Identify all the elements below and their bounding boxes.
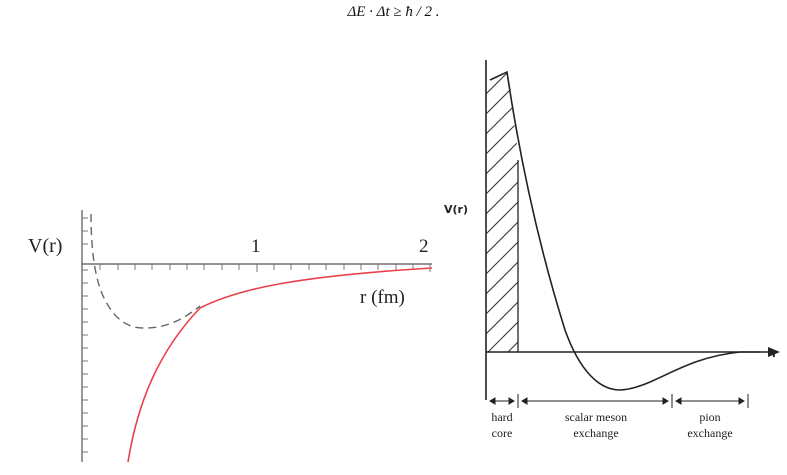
left-x-axis-label: r (fm) bbox=[360, 287, 405, 308]
region-pion-line2: exchange bbox=[687, 426, 732, 440]
hard-core-hatching bbox=[486, 70, 518, 352]
right-y-axis-label: V(r) bbox=[444, 203, 468, 216]
left-potential-plot: V(r) 1 2 r (fm) bbox=[28, 210, 433, 463]
left-y-ticks bbox=[82, 217, 88, 453]
uncertainty-formula: ΔE · Δt ≥ ħ / 2 . bbox=[347, 4, 440, 20]
region-hard-core-line2: core bbox=[492, 426, 513, 440]
left-y-axis-label: V(r) bbox=[28, 235, 62, 257]
left-x-tick-label-1: 1 bbox=[251, 236, 261, 257]
region-arrows bbox=[489, 397, 745, 405]
region-hard-core-line1: hard bbox=[491, 410, 512, 424]
right-potential-plot: V(r) r hard core scalar meson exchange p… bbox=[444, 60, 780, 440]
left-x-tick-label-2: 2 bbox=[419, 236, 429, 257]
region-scalar-meson-line2: exchange bbox=[573, 426, 618, 440]
left-x-ticks bbox=[99, 264, 431, 272]
right-potential-curve bbox=[489, 70, 760, 391]
right-x-axis-arrowhead bbox=[768, 347, 780, 357]
region-scalar-meson-line1: scalar meson bbox=[565, 410, 627, 424]
left-red-potential-curve bbox=[127, 267, 433, 463]
region-dividers bbox=[517, 394, 749, 408]
right-x-axis-label: r bbox=[772, 347, 778, 360]
region-pion-line1: pion bbox=[699, 410, 720, 424]
left-dashed-potential-curve bbox=[90, 213, 201, 329]
